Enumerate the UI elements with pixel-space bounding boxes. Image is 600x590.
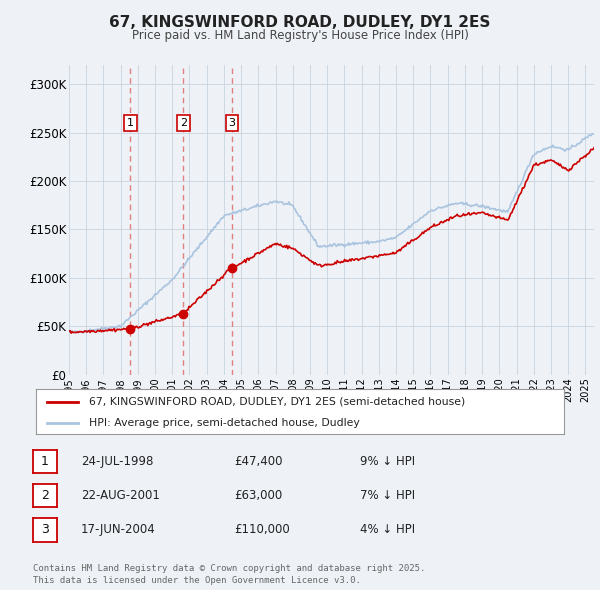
Text: 4% ↓ HPI: 4% ↓ HPI <box>360 523 415 536</box>
Text: 7% ↓ HPI: 7% ↓ HPI <box>360 489 415 502</box>
Text: 2: 2 <box>180 118 187 128</box>
Text: 9% ↓ HPI: 9% ↓ HPI <box>360 455 415 468</box>
Text: 2: 2 <box>41 489 49 502</box>
Text: Contains HM Land Registry data © Crown copyright and database right 2025.
This d: Contains HM Land Registry data © Crown c… <box>33 565 425 585</box>
Text: 22-AUG-2001: 22-AUG-2001 <box>81 489 160 502</box>
Text: HPI: Average price, semi-detached house, Dudley: HPI: Average price, semi-detached house,… <box>89 418 359 428</box>
Text: 17-JUN-2004: 17-JUN-2004 <box>81 523 156 536</box>
Text: 67, KINGSWINFORD ROAD, DUDLEY, DY1 2ES: 67, KINGSWINFORD ROAD, DUDLEY, DY1 2ES <box>109 15 491 30</box>
Text: 3: 3 <box>41 523 49 536</box>
Text: 1: 1 <box>41 455 49 468</box>
Text: 24-JUL-1998: 24-JUL-1998 <box>81 455 154 468</box>
Text: £63,000: £63,000 <box>234 489 282 502</box>
Text: £47,400: £47,400 <box>234 455 283 468</box>
Text: £110,000: £110,000 <box>234 523 290 536</box>
Text: 67, KINGSWINFORD ROAD, DUDLEY, DY1 2ES (semi-detached house): 67, KINGSWINFORD ROAD, DUDLEY, DY1 2ES (… <box>89 397 465 407</box>
Text: 1: 1 <box>127 118 134 128</box>
Text: 3: 3 <box>229 118 235 128</box>
Text: Price paid vs. HM Land Registry's House Price Index (HPI): Price paid vs. HM Land Registry's House … <box>131 30 469 42</box>
